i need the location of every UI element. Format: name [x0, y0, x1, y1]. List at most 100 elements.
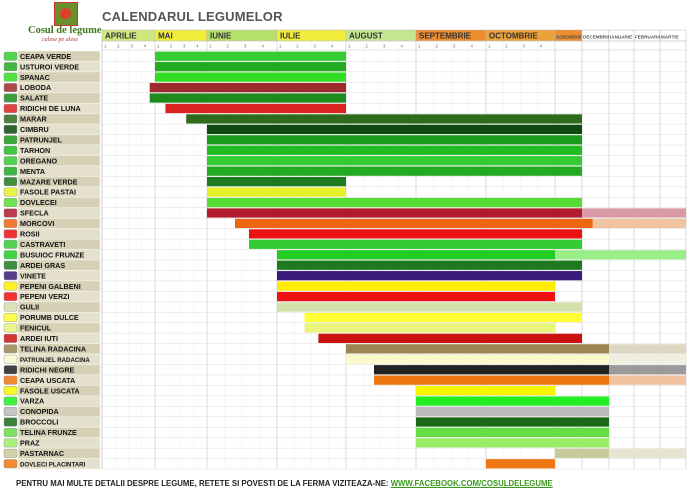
row-label: SPANAC	[20, 73, 50, 82]
peas-icon	[3, 177, 18, 187]
season-bar	[207, 124, 582, 134]
season-bar	[304, 323, 555, 333]
season-bar	[149, 82, 346, 93]
season-bar	[149, 93, 346, 103]
week-label: 4	[144, 44, 147, 49]
week-label: 1	[348, 44, 351, 49]
season-bar	[416, 427, 609, 438]
garlic-icon	[3, 62, 18, 72]
oregano-icon	[3, 156, 18, 166]
row-label: PATRUNJEL	[20, 135, 63, 144]
dill-icon	[3, 114, 18, 124]
season-bar	[416, 406, 609, 417]
season-bar	[609, 365, 686, 375]
season-bar	[155, 51, 346, 61]
week-label: 4	[540, 44, 543, 49]
melon-icon	[3, 281, 18, 291]
season-bar	[277, 250, 555, 260]
cabbage-icon	[3, 396, 18, 406]
season-bar	[416, 417, 609, 427]
week-header-row	[101, 40, 687, 51]
row-label: CONOPIDA	[20, 407, 59, 416]
month-label: FEBRUARIE	[635, 34, 662, 39]
season-bar	[207, 208, 582, 218]
row-label: ARDEI GRAS	[20, 261, 65, 270]
season-bar	[249, 229, 582, 239]
row-label: SALATE	[20, 94, 48, 103]
facebook-link[interactable]: WWW.FACEBOOK.COM/COSULDELEGUME	[390, 479, 553, 488]
row-label: CEAPA USCATA	[20, 376, 75, 385]
month-label: MARTIE	[661, 34, 679, 39]
cauliflower-icon	[3, 407, 18, 416]
row-label: BROCCOLI	[20, 418, 58, 427]
pumpkin-icon	[3, 459, 18, 469]
row-label: FASOLE PASTAI	[20, 188, 76, 197]
row-label: DOVLECI PLACINTARI	[20, 461, 86, 468]
month-label: DECEMBRIE	[583, 34, 611, 39]
row-label-cell	[17, 458, 101, 470]
month-label: IULIE	[280, 31, 301, 40]
row-label: CASTRAVETI	[20, 240, 65, 249]
season-bar	[207, 145, 582, 155]
hot-pepper-icon	[3, 333, 18, 343]
season-bar	[304, 312, 582, 323]
row-label: CIMBRU	[20, 125, 49, 134]
month-label: AUGUST	[349, 31, 383, 40]
row-label: MENTA	[20, 167, 45, 176]
row-label: MARAR	[20, 115, 48, 124]
season-bar	[207, 197, 582, 208]
season-bar	[277, 271, 582, 281]
eggplant-icon	[3, 271, 18, 281]
row-label: TELINA FRUNZE	[20, 428, 77, 437]
season-bar	[609, 344, 686, 354]
season-bar	[249, 239, 582, 249]
season-bar	[318, 333, 582, 343]
leek-icon	[3, 438, 18, 448]
week-label: 4	[401, 44, 404, 49]
row-label: RIDICHI NEGRE	[20, 365, 75, 374]
thyme-icon	[3, 124, 18, 134]
orache-icon	[3, 83, 18, 92]
season-bar	[555, 250, 686, 260]
week-label: 3	[183, 44, 186, 49]
week-label: 2	[436, 44, 439, 49]
beetroot-icon	[3, 208, 18, 218]
season-bar	[374, 365, 609, 375]
row-label: SFECLA	[20, 209, 49, 218]
season-bar	[207, 156, 582, 166]
week-label: 4	[196, 44, 199, 49]
season-bar	[277, 281, 555, 291]
fennel-icon	[3, 323, 18, 333]
black-radish-icon	[3, 365, 18, 375]
footer: PENTRU MAI MULTE DETALII DESPRE LEGUME, …	[16, 479, 553, 488]
season-bar	[155, 72, 346, 82]
season-bar	[155, 62, 346, 72]
week-label: 2	[117, 44, 120, 49]
row-label: MAZARE VERDE	[20, 177, 78, 186]
row-label: DOVLECEI	[20, 198, 57, 207]
week-label: 3	[131, 44, 134, 49]
celery-root-icon	[3, 344, 18, 354]
parsley-root-icon	[3, 354, 18, 364]
month-label: IUNIE	[210, 31, 232, 40]
broccoli-icon	[3, 417, 18, 427]
month-label: MAI	[158, 31, 173, 40]
week-label: 3	[314, 44, 317, 49]
season-bar	[165, 103, 346, 114]
season-bar	[416, 438, 609, 448]
month-label: OCTOMBRIE	[489, 31, 538, 40]
month-label: NOIEMBRIE	[556, 34, 582, 39]
mint-icon	[3, 166, 18, 176]
cucumber-icon	[3, 239, 18, 249]
row-label: PRAZ	[20, 439, 40, 448]
bell-pepper-icon	[3, 260, 18, 270]
row-label: CEAPA VERDE	[20, 52, 71, 61]
season-bar	[277, 302, 582, 312]
week-label: 4	[471, 44, 474, 49]
carrot-icon	[3, 218, 18, 228]
season-bar	[416, 386, 555, 396]
month-label: SEPTEMBRIE	[419, 31, 472, 40]
season-bar	[186, 114, 582, 124]
row-label: PEPENI VERZI	[20, 292, 70, 301]
